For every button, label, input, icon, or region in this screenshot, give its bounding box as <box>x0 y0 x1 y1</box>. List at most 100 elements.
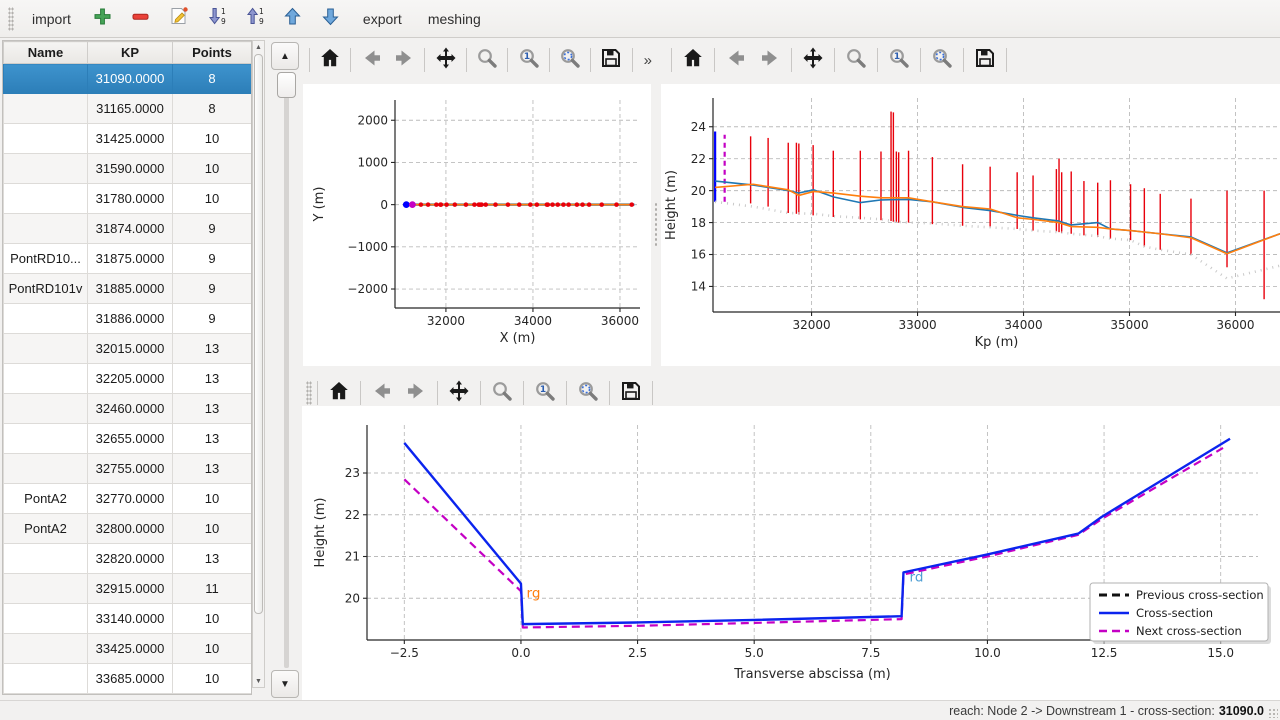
cell-name[interactable] <box>4 154 88 184</box>
table-row[interactable]: PontA232770.000010 <box>4 484 252 514</box>
cell-name[interactable] <box>4 574 88 604</box>
panel-scroll-thumb[interactable] <box>277 72 296 98</box>
cell-kp[interactable]: 33140.0000 <box>88 604 173 634</box>
cell-points[interactable]: 9 <box>173 274 252 304</box>
add-cross-section-button[interactable] <box>89 5 117 33</box>
cell-kp[interactable]: 31425.0000 <box>88 124 173 154</box>
sort-descending-button[interactable]: 19 <box>203 5 231 33</box>
table-row[interactable]: 32820.000013 <box>4 544 252 574</box>
table-row[interactable]: PontRD10...31875.00009 <box>4 244 252 274</box>
zoom-button[interactable] <box>472 45 503 75</box>
back-button[interactable] <box>366 378 398 408</box>
cell-points[interactable]: 13 <box>173 394 252 424</box>
plan-view-chart[interactable]: 320003400036000−2000−1000010002000X (m)Y… <box>303 84 651 366</box>
table-row[interactable]: 31090.00008 <box>4 64 252 94</box>
forward-button[interactable] <box>389 45 420 75</box>
cell-name[interactable] <box>4 454 88 484</box>
cell-name[interactable] <box>4 214 88 244</box>
toolbar-overflow-button[interactable]: » <box>638 52 658 69</box>
cell-points[interactable]: 13 <box>173 424 252 454</box>
pan-button[interactable] <box>430 45 461 75</box>
horizontal-divider[interactable] <box>302 366 1280 376</box>
cell-name[interactable] <box>4 604 88 634</box>
back-button[interactable] <box>356 45 387 75</box>
cell-points[interactable]: 10 <box>173 604 252 634</box>
home-button[interactable] <box>323 378 355 408</box>
zoom-one-button[interactable]: 1 <box>883 45 915 75</box>
cell-points[interactable]: 9 <box>173 244 252 274</box>
cell-points[interactable]: 9 <box>173 214 252 244</box>
zoom-button[interactable] <box>840 45 872 75</box>
panel-scroll-track[interactable] <box>284 74 289 668</box>
cell-kp[interactable]: 31090.0000 <box>88 64 173 94</box>
plot-splitter[interactable] <box>651 84 661 366</box>
cell-points[interactable]: 13 <box>173 544 252 574</box>
cell-name[interactable]: PontA2 <box>4 514 88 544</box>
save-button[interactable] <box>596 45 627 75</box>
cell-kp[interactable]: 31885.0000 <box>88 274 173 304</box>
cell-points[interactable]: 8 <box>173 64 252 94</box>
cell-points[interactable]: 10 <box>173 484 252 514</box>
cell-kp[interactable]: 31886.0000 <box>88 304 173 334</box>
cell-kp[interactable]: 32820.0000 <box>88 544 173 574</box>
column-header[interactable]: Points <box>173 42 252 64</box>
save-button[interactable] <box>615 378 647 408</box>
table-row[interactable]: 32015.000013 <box>4 334 252 364</box>
table-scrollbar-thumb[interactable] <box>254 54 263 614</box>
edit-button[interactable] <box>165 5 193 33</box>
table-row[interactable]: 32460.000013 <box>4 394 252 424</box>
remove-cross-section-button[interactable] <box>127 5 155 33</box>
cell-kp[interactable]: 33685.0000 <box>88 664 173 694</box>
cell-name[interactable] <box>4 94 88 124</box>
forward-button[interactable] <box>754 45 786 75</box>
cell-name[interactable] <box>4 664 88 694</box>
cell-kp[interactable]: 32655.0000 <box>88 424 173 454</box>
cell-name[interactable] <box>4 184 88 214</box>
table-row[interactable]: PontRD101v31885.00009 <box>4 274 252 304</box>
cell-kp[interactable]: 31875.0000 <box>88 244 173 274</box>
cell-points[interactable]: 13 <box>173 364 252 394</box>
table-row[interactable]: 33425.000010 <box>4 634 252 664</box>
cell-points[interactable]: 11 <box>173 574 252 604</box>
resize-grip[interactable] <box>1268 708 1278 718</box>
cell-points[interactable]: 10 <box>173 634 252 664</box>
scroll-down-arrow-icon[interactable]: ▼ <box>253 675 264 687</box>
cell-name[interactable] <box>4 304 88 334</box>
zoom-one-button[interactable]: 1 <box>529 378 561 408</box>
cell-name[interactable] <box>4 124 88 154</box>
cell-kp[interactable]: 31590.0000 <box>88 154 173 184</box>
cell-points[interactable]: 10 <box>173 124 252 154</box>
cell-kp[interactable]: 31165.0000 <box>88 94 173 124</box>
table-row[interactable]: 32655.000013 <box>4 424 252 454</box>
move-down-button[interactable] <box>317 5 345 33</box>
cell-kp[interactable]: 33425.0000 <box>88 634 173 664</box>
table-row[interactable]: 32915.000011 <box>4 574 252 604</box>
cell-name[interactable]: PontRD10... <box>4 244 88 274</box>
table-row[interactable]: 31886.00009 <box>4 304 252 334</box>
table-row[interactable]: 31425.000010 <box>4 124 252 154</box>
cell-points[interactable]: 8 <box>173 94 252 124</box>
toolbar-drag-handle[interactable] <box>8 7 14 31</box>
toolbar-drag-handle[interactable] <box>306 381 312 405</box>
cell-points[interactable]: 13 <box>173 454 252 484</box>
cell-kp[interactable]: 31780.0000 <box>88 184 173 214</box>
cross-section-chart[interactable]: −2.50.02.55.07.510.012.515.020212223Tran… <box>302 406 1280 700</box>
column-header[interactable]: KP <box>88 42 173 64</box>
table-row[interactable]: 31165.00008 <box>4 94 252 124</box>
export-button[interactable]: export <box>355 6 410 32</box>
scroll-up-arrow-icon[interactable]: ▲ <box>253 41 264 53</box>
panel-scroll-down-button[interactable]: ▼ <box>271 670 299 698</box>
cell-kp[interactable]: 32800.0000 <box>88 514 173 544</box>
table-row[interactable]: 33685.000010 <box>4 664 252 694</box>
table-scrollbar[interactable]: ▲ ▼ <box>252 40 265 688</box>
cell-points[interactable]: 9 <box>173 304 252 334</box>
cell-points[interactable]: 10 <box>173 154 252 184</box>
panel-scroll-up-button[interactable]: ▲ <box>271 42 299 70</box>
cell-points[interactable]: 10 <box>173 664 252 694</box>
meshing-button[interactable]: meshing <box>420 6 489 32</box>
cell-points[interactable]: 10 <box>173 514 252 544</box>
cell-kp[interactable]: 32015.0000 <box>88 334 173 364</box>
cell-kp[interactable]: 32915.0000 <box>88 574 173 604</box>
back-button[interactable] <box>720 45 752 75</box>
longitudinal-profile-chart[interactable]: 3200033000340003500036000141618202224Kp … <box>661 84 1280 366</box>
